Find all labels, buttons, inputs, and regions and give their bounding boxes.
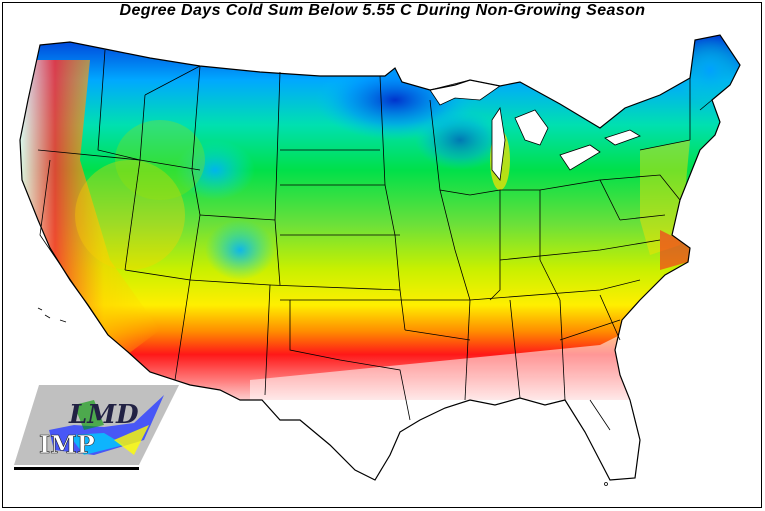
logo-lower-text: IMP — [39, 430, 95, 459]
map-title: Degree Days Cold Sum Below 5.55 C During… — [119, 2, 646, 19]
coastal-islands — [37, 307, 608, 486]
logo-upper-text: LMD — [68, 400, 139, 430]
lmd-imp-logo: LMD IMP — [14, 385, 179, 470]
state-boundaries — [37, 49, 713, 431]
